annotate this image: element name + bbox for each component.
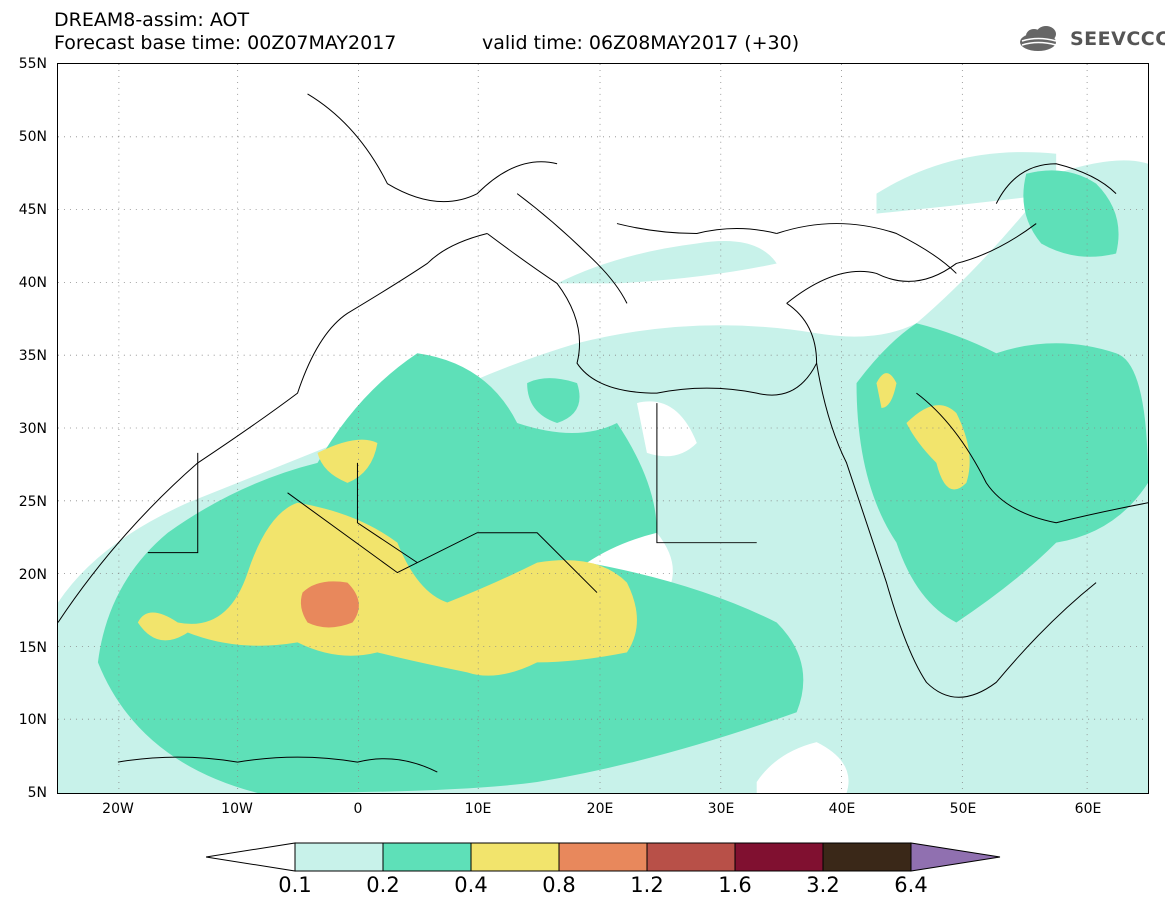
lat-label: 20N <box>18 567 47 583</box>
lon-label: 10E <box>464 801 492 817</box>
logo-text: SEEVCCC <box>1070 28 1165 50</box>
aot-map <box>57 63 1149 794</box>
colorbar-cell-1 <box>382 842 472 872</box>
lon-label: 20E <box>586 801 614 817</box>
colorbar-label: 3.2 <box>806 873 840 897</box>
lat-label: 15N <box>18 640 47 656</box>
colorbar-cell-4 <box>646 842 736 872</box>
base-time: Forecast base time: 00Z07MAY2017 <box>54 32 397 54</box>
colorbar-cell-5 <box>734 842 824 872</box>
aot-level-0.4 <box>137 373 970 676</box>
coastlines <box>58 93 1148 773</box>
lon-label: 60E <box>1074 801 1102 817</box>
lat-label: 45N <box>18 202 47 218</box>
colorbar-label: 0.8 <box>542 873 576 897</box>
lon-label: 0 <box>353 801 363 817</box>
lat-label: 40N <box>18 275 47 291</box>
lat-label: 30N <box>18 421 47 437</box>
colorbar-label: 1.6 <box>718 873 752 897</box>
colorbar-label: 1.2 <box>630 873 664 897</box>
valid-time: valid time: 06Z08MAY2017 (+30) <box>482 32 800 54</box>
aot-level-0.2 <box>97 170 1148 793</box>
colorbar-over-arrow <box>910 842 1001 872</box>
lat-label: 35N <box>18 348 47 364</box>
lon-label: 40E <box>828 801 856 817</box>
colorbar-under-arrow <box>206 842 296 872</box>
lat-label: 10N <box>18 712 47 728</box>
lat-label: 5N <box>27 785 47 801</box>
aot-colorbar <box>206 842 1001 872</box>
colorbar-label: 0.1 <box>278 873 312 897</box>
colorbar-cell-3 <box>558 842 648 872</box>
lon-label: 10W <box>221 801 253 817</box>
cloud-logo-icon <box>1020 26 1057 51</box>
lon-label: 50E <box>949 801 977 817</box>
colorbar-cell-2 <box>470 842 560 872</box>
aot-level-0.8 <box>300 581 359 628</box>
lon-label: 20W <box>102 801 134 817</box>
lon-label: 30E <box>707 801 735 817</box>
colorbar-label: 6.4 <box>894 873 928 897</box>
lat-label: 50N <box>18 129 47 145</box>
map-title: DREAM8-assim: AOT <box>54 9 250 31</box>
colorbar-cell-6 <box>822 842 912 872</box>
colorbar-label: 0.2 <box>366 873 400 897</box>
colorbar-cell-0 <box>294 842 384 872</box>
lat-label: 25N <box>18 494 47 510</box>
lat-label: 55N <box>18 56 47 72</box>
colorbar-label: 0.4 <box>454 873 488 897</box>
